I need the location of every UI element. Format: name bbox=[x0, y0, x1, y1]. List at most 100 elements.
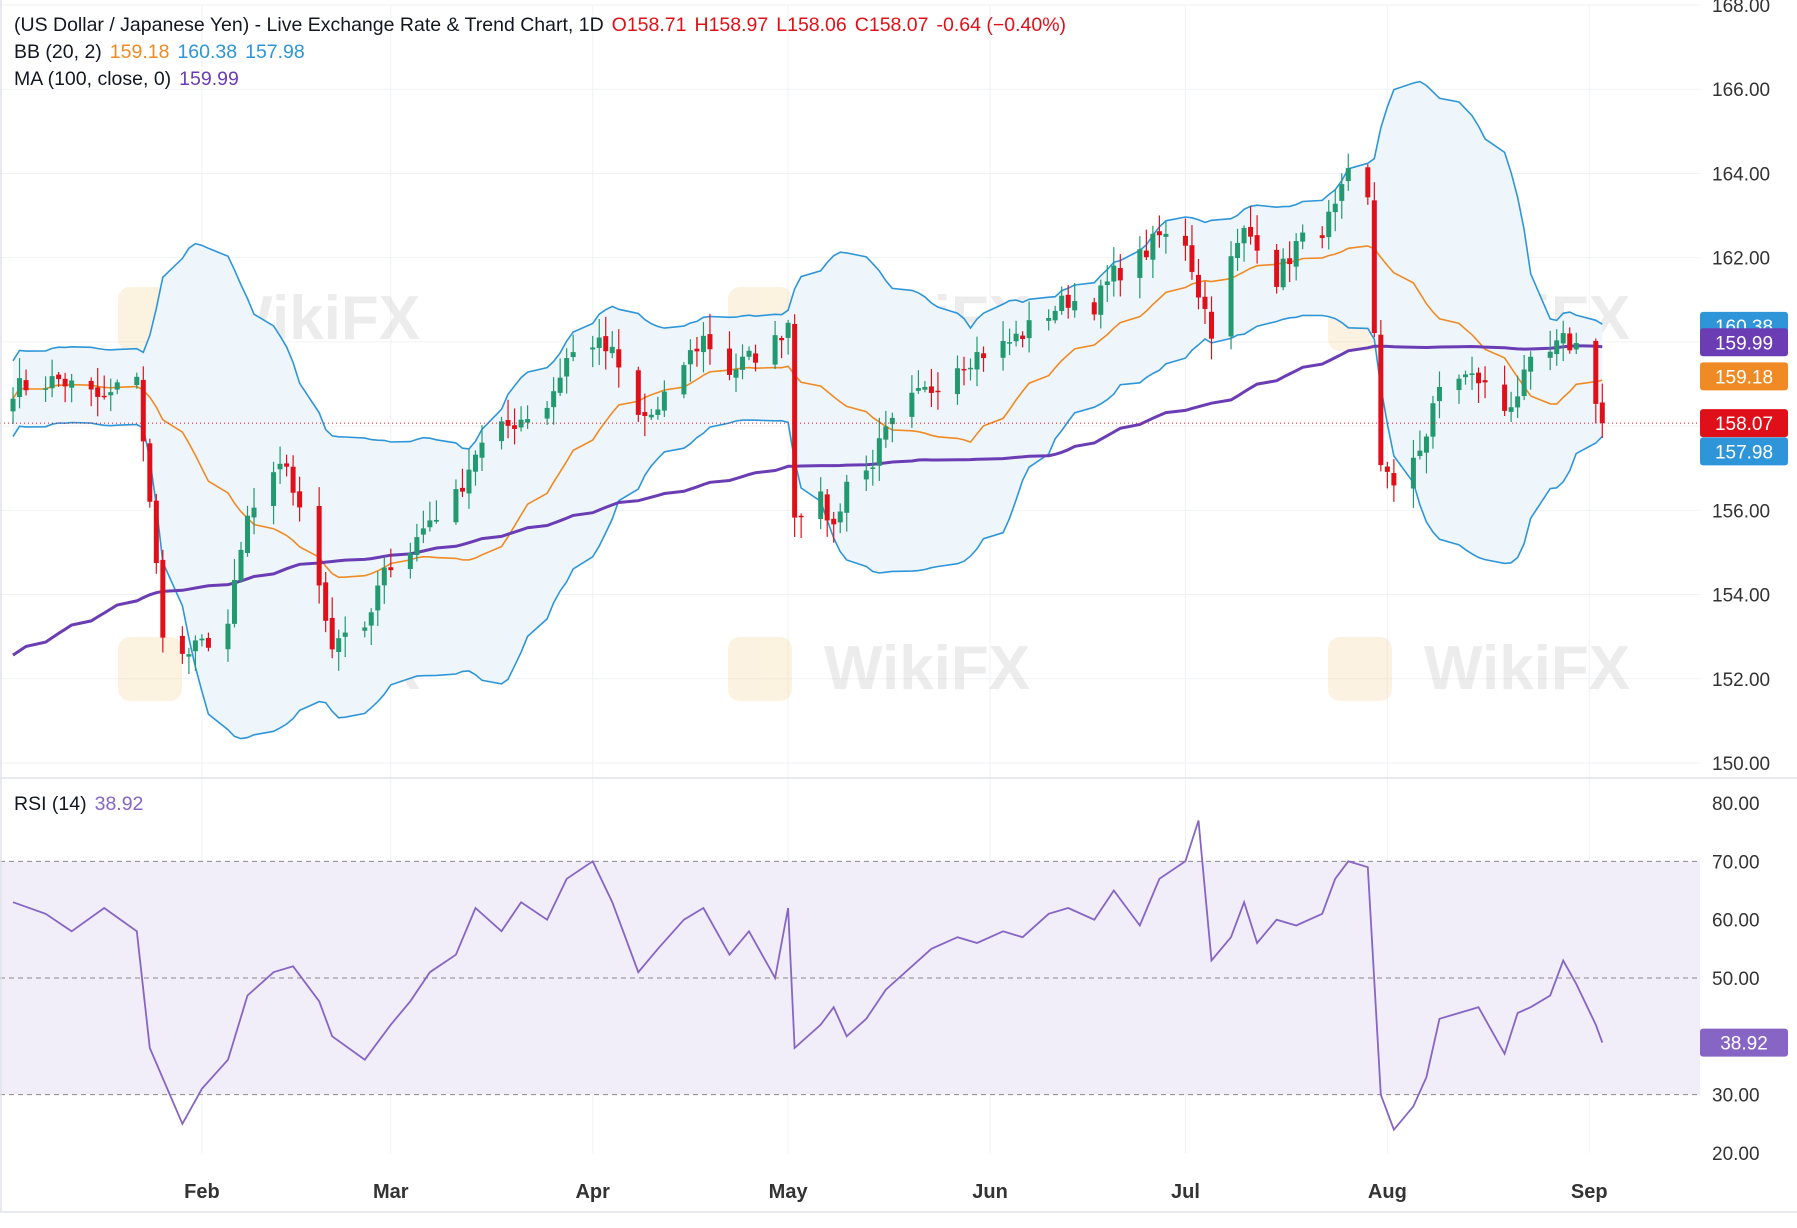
candle-body bbox=[590, 347, 596, 350]
candle-body bbox=[564, 358, 570, 377]
candle bbox=[733, 353, 739, 393]
candle bbox=[1319, 226, 1325, 249]
candle bbox=[1508, 391, 1514, 422]
candle bbox=[746, 346, 752, 361]
candle-body bbox=[10, 398, 16, 412]
candle bbox=[1410, 439, 1416, 508]
candle bbox=[114, 379, 120, 395]
candle-body bbox=[661, 391, 667, 411]
price-tick-label: 152.00 bbox=[1712, 670, 1770, 691]
candle bbox=[1208, 296, 1214, 360]
candle-body bbox=[928, 386, 934, 393]
candle-body bbox=[596, 337, 602, 348]
candle-body bbox=[245, 515, 251, 553]
candle-body bbox=[707, 334, 713, 350]
candle-body bbox=[205, 637, 211, 648]
ma-value: 159.99 bbox=[179, 68, 239, 90]
candle bbox=[23, 369, 29, 396]
candle-body bbox=[603, 336, 609, 352]
candle-body bbox=[1280, 258, 1286, 288]
candle bbox=[238, 541, 244, 583]
candle-body bbox=[961, 368, 967, 371]
candle bbox=[427, 501, 433, 532]
candle-body bbox=[192, 640, 198, 652]
candle bbox=[1287, 241, 1293, 283]
candle bbox=[1476, 367, 1482, 403]
candle-body bbox=[1111, 265, 1117, 282]
candle-body bbox=[512, 425, 518, 429]
candle-body bbox=[883, 426, 889, 440]
candle-body bbox=[479, 442, 485, 458]
candle-body bbox=[420, 528, 426, 535]
candle bbox=[251, 488, 257, 535]
bb-lower-tag: 157.98 bbox=[1715, 442, 1773, 463]
candle-body bbox=[1274, 249, 1280, 287]
candle bbox=[277, 446, 283, 484]
candle-body bbox=[1567, 333, 1573, 351]
candle bbox=[935, 372, 941, 410]
candle bbox=[479, 425, 485, 472]
x-tick-label: Apr bbox=[575, 1181, 610, 1203]
candle bbox=[43, 376, 49, 402]
candle bbox=[1371, 182, 1377, 338]
candle bbox=[388, 548, 394, 578]
candle bbox=[1567, 327, 1573, 354]
candle-body bbox=[974, 352, 980, 370]
candle bbox=[981, 346, 987, 372]
candle bbox=[1547, 330, 1553, 371]
candle bbox=[192, 635, 198, 671]
candle bbox=[570, 334, 576, 362]
bb-basis-tag: 159.18 bbox=[1715, 367, 1773, 388]
candle-body bbox=[271, 472, 277, 506]
candle-body bbox=[23, 380, 29, 391]
rsi-tick-label: 60.00 bbox=[1712, 911, 1760, 932]
candle bbox=[108, 378, 114, 412]
rsi-tag: 38.92 bbox=[1720, 1034, 1768, 1055]
candle-body bbox=[1000, 341, 1006, 358]
candle bbox=[603, 316, 609, 370]
candle bbox=[49, 359, 55, 398]
candle bbox=[134, 372, 140, 389]
candle-body bbox=[1287, 258, 1293, 265]
candle bbox=[707, 313, 713, 365]
candle-body bbox=[290, 466, 296, 493]
candle bbox=[824, 489, 830, 537]
candle-body bbox=[1463, 374, 1469, 378]
candle bbox=[694, 336, 700, 367]
candle-body bbox=[616, 349, 622, 368]
candle bbox=[661, 380, 667, 418]
candle-body bbox=[1593, 340, 1599, 404]
candle bbox=[551, 377, 557, 425]
candle-body bbox=[88, 380, 94, 390]
candle-body bbox=[1195, 274, 1201, 298]
candle bbox=[69, 373, 75, 403]
candle bbox=[1072, 283, 1078, 318]
bb-basis-value: 159.18 bbox=[109, 41, 170, 63]
candle bbox=[818, 477, 824, 530]
rsi-pane bbox=[0, 820, 1700, 1132]
candle bbox=[160, 549, 166, 653]
candle-body bbox=[342, 632, 348, 637]
candle-body bbox=[140, 379, 146, 442]
candle bbox=[1391, 459, 1397, 502]
candle-body bbox=[1202, 296, 1208, 309]
candle-body bbox=[49, 376, 55, 389]
candle-body bbox=[1241, 227, 1247, 244]
candle bbox=[727, 331, 733, 381]
candle-body bbox=[837, 511, 843, 523]
candle bbox=[967, 358, 973, 381]
candle bbox=[245, 505, 251, 557]
header-line-rsi: RSI (14) 38.92 bbox=[14, 793, 151, 816]
candle-body bbox=[362, 627, 368, 631]
candle-body bbox=[1515, 396, 1521, 408]
candle-body bbox=[1137, 249, 1143, 278]
price-tick-label: 162.00 bbox=[1712, 249, 1770, 270]
candle bbox=[1098, 279, 1104, 329]
candle bbox=[596, 319, 602, 366]
candle bbox=[153, 493, 159, 574]
candle bbox=[1521, 354, 1527, 401]
candle bbox=[316, 487, 322, 604]
candle bbox=[231, 559, 237, 628]
